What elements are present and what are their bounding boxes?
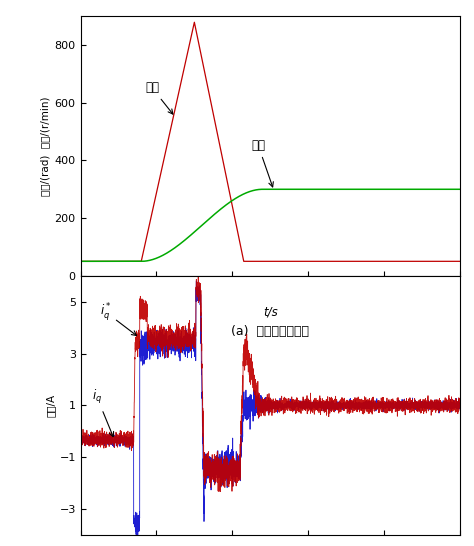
- Text: 转速: 转速: [145, 81, 173, 114]
- Y-axis label: 位置/(rad)  转速/(r/min): 位置/(rad) 转速/(r/min): [40, 96, 50, 196]
- Text: 位置: 位置: [251, 139, 273, 187]
- Text: t/s: t/s: [263, 306, 278, 319]
- Text: $i_q^*$: $i_q^*$: [100, 301, 137, 336]
- Text: $i_q$: $i_q$: [92, 388, 114, 437]
- Text: (a)  位置和速度波形: (a) 位置和速度波形: [231, 325, 309, 338]
- Y-axis label: 电流/A: 电流/A: [45, 394, 55, 417]
